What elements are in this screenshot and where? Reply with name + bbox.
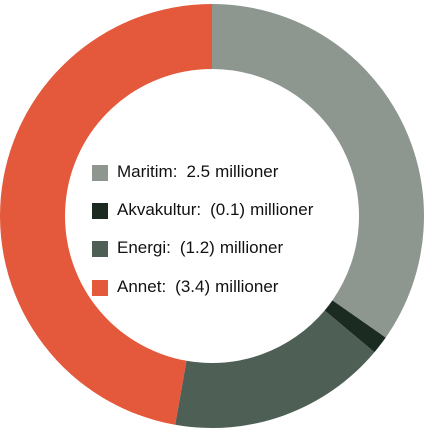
- legend-name: Akvakultur: [117, 200, 197, 219]
- legend-value: (3.4): [175, 277, 210, 296]
- legend-value: (1.2): [180, 238, 215, 257]
- donut-slice: [324, 300, 386, 353]
- legend-swatch: [92, 203, 108, 219]
- legend-label: Maritim: 2.5 millioner: [117, 162, 279, 181]
- legend-name: Maritim: [117, 162, 173, 181]
- legend-label: Annet: (3.4) millioner: [117, 277, 279, 296]
- legend-name: Annet: [117, 277, 162, 296]
- legend-unit: millioner: [215, 277, 279, 296]
- legend-value: (0.1): [210, 200, 245, 219]
- legend-label: Akvakultur: (0.1) millioner: [117, 200, 314, 219]
- legend-label: Energi: (1.2) millioner: [117, 238, 283, 257]
- legend-separator: :: [161, 277, 166, 296]
- legend-separator: :: [166, 238, 171, 257]
- legend-swatch: [92, 241, 108, 257]
- donut-slice: [212, 4, 424, 338]
- legend-unit: millioner: [220, 238, 284, 257]
- donut-slice: [0, 4, 213, 425]
- legend-unit: millioner: [215, 162, 279, 181]
- donut-slice: [175, 310, 375, 428]
- legend-separator: :: [173, 162, 178, 181]
- legend-swatch: [92, 165, 108, 181]
- legend-unit: millioner: [250, 200, 314, 219]
- legend-value: 2.5: [186, 162, 210, 181]
- legend-separator: :: [196, 200, 201, 219]
- legend-name: Energi: [117, 238, 166, 257]
- legend-swatch: [92, 280, 108, 296]
